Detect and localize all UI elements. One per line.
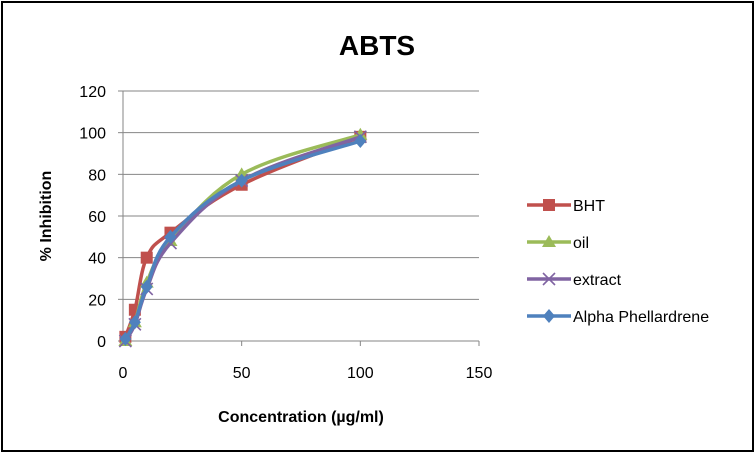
- y-tick-label: 0: [97, 334, 106, 351]
- marker-stroke: [542, 272, 556, 286]
- legend-label: oil: [573, 235, 589, 252]
- legend-label: BHT: [573, 198, 605, 215]
- legend-item: BHT: [527, 198, 605, 215]
- legend-label: extract: [573, 272, 622, 289]
- legend-marker: [542, 272, 556, 286]
- series-oil: [118, 127, 368, 346]
- legend: BHT oil extract Alpha Phellardrene: [527, 198, 709, 326]
- series-alpha-phellardrene: [119, 134, 367, 346]
- x-axis-label: Concentration (µg/ml): [218, 409, 384, 426]
- data-point: [354, 134, 367, 148]
- data-point: [164, 229, 177, 244]
- series-layer: [118, 127, 368, 348]
- chart-title: ABTS: [339, 30, 415, 61]
- y-tick-label: 20: [88, 292, 106, 309]
- chart-canvas: ABTS 0 20 40 60 80 100 120 0 50 100 150 Concentra…: [38, 30, 709, 426]
- series-extract: [118, 130, 367, 348]
- y-tick-label: 60: [88, 209, 106, 226]
- x-tick-label: 100: [347, 365, 374, 382]
- data-point: [128, 315, 141, 330]
- legend-item: extract: [527, 272, 622, 289]
- legend-item: oil: [527, 235, 589, 252]
- legend-label: Alpha Phellardrene: [573, 309, 709, 326]
- x-tick-label: 0: [119, 365, 128, 382]
- legend-item: Alpha Phellardrene: [527, 309, 709, 326]
- legend-marker: [542, 235, 556, 247]
- data-point: [235, 173, 248, 188]
- legend-marker: [543, 199, 555, 211]
- y-tick-labels: 0 20 40 60 80 100 120: [79, 84, 106, 351]
- y-tick-label: 100: [79, 126, 106, 143]
- y-tick-label: 40: [88, 251, 106, 268]
- y-tick-label: 80: [88, 167, 106, 184]
- y-axis-label: % Inhibition: [38, 171, 55, 262]
- series-bht: [119, 130, 367, 343]
- y-tick-label: 120: [79, 84, 106, 101]
- x-tick-label: 50: [233, 365, 251, 382]
- axes: [118, 90, 480, 346]
- data-point: [140, 251, 153, 264]
- gridlines: [123, 90, 479, 300]
- data-point: [119, 331, 132, 346]
- series-line: [123, 135, 361, 338]
- legend-marker: [543, 309, 555, 323]
- x-tick-label: 150: [466, 365, 493, 382]
- data-point: [140, 279, 153, 294]
- x-tick-labels: 0 50 100 150: [119, 365, 493, 382]
